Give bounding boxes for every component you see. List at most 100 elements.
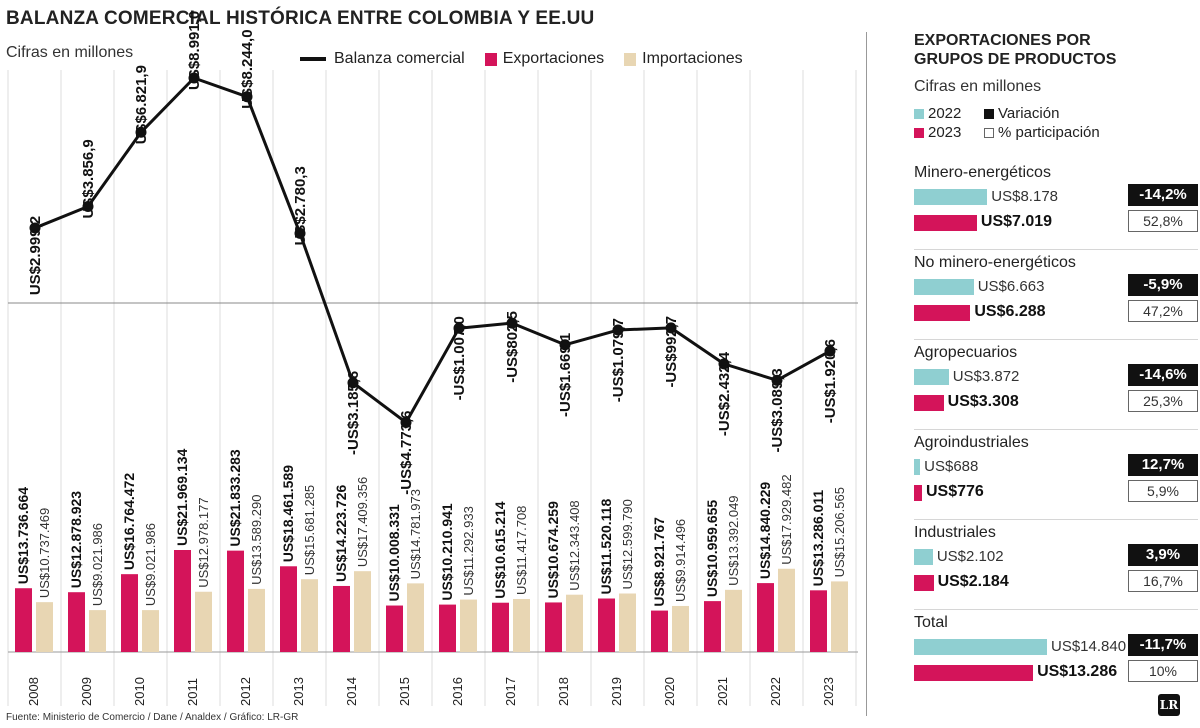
export-value-label: US$14.840.229 (757, 482, 773, 580)
bar-2023 (914, 485, 922, 501)
legend-item-exportaciones: Exportaciones (484, 50, 605, 68)
group-name: Agropecuarios (914, 344, 1018, 361)
balance-point (400, 416, 412, 428)
balance-value-label: US$2.999,2 (27, 216, 44, 295)
import-bar (195, 591, 212, 652)
panel-divider (866, 32, 867, 716)
balance-value-label: US$6.821,9 (133, 65, 150, 144)
value-2023: US$7.019 (980, 213, 1053, 230)
balance-point (82, 200, 94, 212)
balance-point (347, 377, 359, 389)
value-2022: US$8.178 (991, 188, 1058, 205)
legend-label-importaciones: Importaciones (642, 50, 743, 67)
import-bar (513, 598, 530, 652)
export-value-label: US$14.223.726 (333, 484, 349, 582)
exports-by-group-panel: EXPORTACIONES POR GRUPOS DE PRODUCTOS Ci… (914, 0, 1200, 728)
variation-badge: -14,2% (1128, 184, 1198, 206)
legend-label-exportaciones: Exportaciones (502, 50, 605, 67)
import-value-label: US$11.292.933 (461, 506, 476, 595)
value-2022: US$14.840 (1051, 638, 1127, 655)
balance-value-label: US$2.780,3 (292, 166, 309, 245)
participation-box: 5,9% (1128, 480, 1198, 502)
balance-point (771, 374, 783, 386)
group-row: Total US$14.840 US$13.286 -11,7% 10% (914, 614, 1198, 704)
export-value-label: US$21.833.283 (227, 449, 243, 547)
export-bar (174, 550, 191, 652)
group-row: No minero-energéticos US$6.663 US$6.288 -5,… (914, 254, 1198, 344)
balance-value-label: -US$1.920,6 (822, 339, 839, 423)
export-value-label: US$10.210.941 (439, 503, 455, 601)
bar-2022 (914, 369, 949, 385)
export-bar (68, 592, 85, 652)
value-2023: US$2.184 (937, 573, 1009, 590)
legend-2022-label: 2022 (928, 105, 962, 122)
year-tick-label: 2015 (397, 677, 412, 706)
year-tick-label: 2017 (503, 677, 518, 706)
value-2022: US$688 (924, 458, 979, 475)
chart-title: BALANZA COMERCIAL HISTÓRICA ENTRE COLOMB… (6, 8, 595, 29)
participation-box: 25,3% (1128, 390, 1198, 412)
export-bar (227, 550, 244, 652)
year-tick-label: 2018 (556, 677, 571, 706)
export-value-label: US$10.008.331 (386, 504, 402, 602)
import-bar (354, 571, 371, 652)
year-tick-label: 2010 (132, 677, 147, 706)
balance-value-label: -US$802,5 (504, 311, 521, 383)
export-bar (492, 602, 509, 652)
balance-point (718, 358, 730, 370)
import-bar (460, 599, 477, 652)
balance-point (453, 322, 465, 334)
balance-value-label: US$8.991,0 (186, 11, 203, 90)
balance-point (241, 91, 253, 103)
bar-2022 (914, 459, 921, 475)
group-name: Minero-energéticos (914, 164, 1051, 181)
export-bar (439, 604, 456, 652)
import-bar (831, 581, 848, 652)
participation-box: 16,7% (1128, 570, 1198, 592)
bar-2023 (914, 665, 1034, 681)
group-row: Agroindustriales US$688 US$776 12,7% 5,9% (914, 434, 1198, 524)
import-value-label: US$12.343.408 (567, 500, 582, 590)
lr-logo: LR (1158, 694, 1180, 716)
import-value-label: US$15.681.285 (302, 485, 317, 575)
import-value-label: US$13.589.290 (249, 495, 264, 585)
bar-2022 (914, 639, 1047, 655)
legend-item-importaciones: Importaciones (624, 50, 743, 68)
year-tick-label: 2019 (609, 677, 624, 706)
year-tick-label: 2016 (450, 677, 465, 706)
bar-2022 (914, 549, 933, 565)
export-value-label: US$12.878.923 (68, 491, 84, 589)
import-value-label: US$9.914.496 (673, 519, 688, 602)
export-bar (704, 601, 721, 652)
group-name: Agroindustriales (914, 434, 1029, 451)
source-note: Fuente: Ministerio de Comercio / Dane / … (6, 712, 299, 723)
import-bar (142, 610, 159, 652)
legend-variacion: Variación (984, 105, 1059, 122)
balance-point (294, 227, 306, 239)
balance-point (612, 324, 624, 336)
export-value-label: US$11.520.118 (598, 499, 614, 595)
import-value-label: US$11.417.708 (514, 506, 529, 595)
participation-box: 10% (1128, 660, 1198, 682)
group-name: Industriales (914, 524, 996, 541)
import-value-label: US$15.206.565 (832, 487, 847, 577)
balance-point (188, 72, 200, 84)
group-row: Agropecuarios US$3.872 US$3.308 -14,6% 25,3% (914, 344, 1198, 434)
legend-variacion-swatch (984, 108, 994, 119)
year-tick-label: 2008 (26, 677, 41, 706)
legend-2022-swatch (914, 108, 924, 119)
export-value-label: US$16.764.472 (121, 473, 137, 571)
export-bar (333, 585, 350, 652)
participation-box: 47,2% (1128, 300, 1198, 322)
import-bar (619, 593, 636, 652)
value-2022: US$3.872 (952, 368, 1020, 385)
export-bar (651, 610, 668, 652)
import-value-label: US$10.737.469 (37, 508, 52, 598)
export-value-label: US$8.921.767 (651, 517, 667, 607)
export-bar (810, 590, 827, 652)
import-bar (672, 605, 689, 652)
bar-2023 (914, 395, 944, 411)
import-bar (89, 610, 106, 652)
export-bar (545, 602, 562, 652)
legend-participacion-swatch (984, 127, 994, 138)
